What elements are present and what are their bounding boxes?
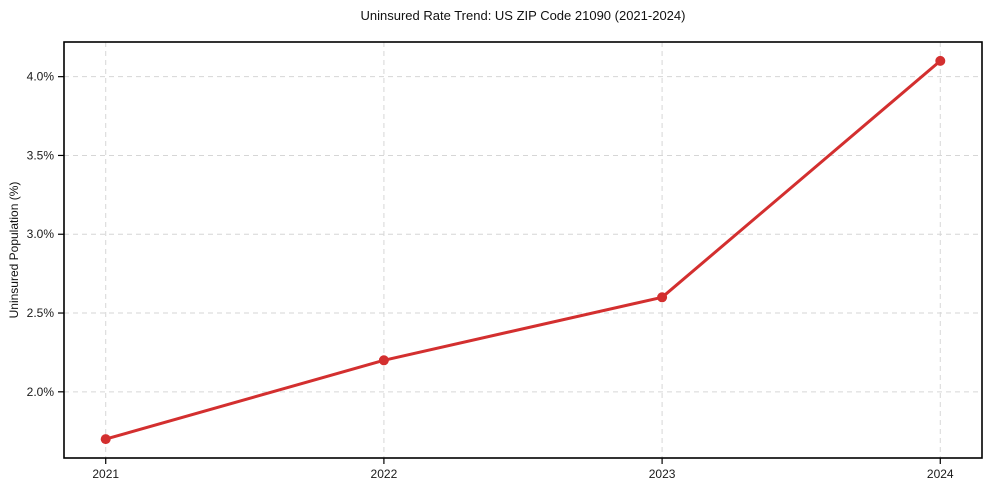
y-tick-label: 4.0% <box>27 70 55 84</box>
data-point-2021 <box>100 434 111 445</box>
y-tick-label: 3.0% <box>27 227 55 241</box>
y-tick-label: 2.5% <box>27 306 55 320</box>
data-point-2024 <box>935 55 946 66</box>
y-tick-label: 2.0% <box>27 385 55 399</box>
x-tick-label: 2021 <box>92 467 119 481</box>
y-tick-label: 3.5% <box>27 148 55 162</box>
data-point-2022 <box>378 355 389 366</box>
axes-spine <box>63 41 983 459</box>
x-tick-label: 2023 <box>649 467 676 481</box>
data-point-2023 <box>657 292 668 303</box>
x-tick-label: 2022 <box>371 467 398 481</box>
x-tick-label: 2024 <box>927 467 954 481</box>
chart-title: Uninsured Rate Trend: US ZIP Code 21090 … <box>360 8 686 23</box>
trend-line <box>104 59 942 441</box>
